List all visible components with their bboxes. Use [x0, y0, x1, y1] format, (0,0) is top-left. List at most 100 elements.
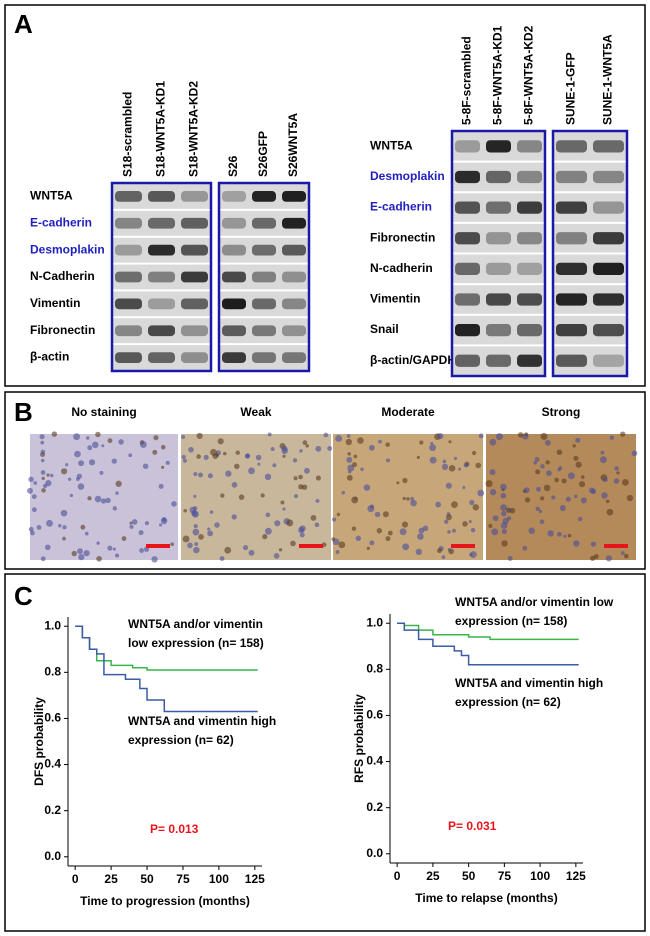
cell [89, 459, 96, 466]
blot-box [450, 129, 547, 378]
cell [478, 433, 484, 439]
cell [40, 440, 45, 445]
column-label: 5-8F-WNT5A-KD1 [491, 25, 505, 125]
cell [144, 521, 149, 526]
cell [468, 519, 472, 524]
blot-band [517, 170, 542, 184]
column-label: SUNE-1-WNT5A [601, 34, 615, 125]
cell [631, 450, 638, 457]
cell [341, 490, 346, 495]
cell [345, 438, 352, 446]
cell [234, 463, 240, 470]
cell [565, 496, 571, 502]
cell [546, 470, 552, 477]
cell [417, 533, 424, 540]
x-tick-label: 75 [176, 872, 190, 886]
row-label: N-Cadherin [30, 269, 95, 283]
cell [182, 458, 188, 463]
blot-band [181, 298, 208, 310]
cell [574, 494, 578, 499]
cell [100, 498, 107, 504]
cell [348, 470, 352, 474]
column-label: 5-8F-WNT5A-KD2 [522, 25, 536, 125]
cell [193, 524, 198, 529]
cell [623, 553, 629, 559]
cell [538, 509, 543, 514]
blot-band [222, 325, 246, 337]
cell [220, 493, 225, 498]
x-tick-label: 0 [394, 869, 401, 883]
blot-band [486, 323, 511, 337]
cell [575, 437, 581, 443]
cell [69, 493, 74, 498]
cell [543, 484, 551, 492]
cell [580, 497, 587, 504]
blot-band [252, 325, 276, 337]
cell [385, 536, 391, 542]
blot-band [115, 271, 142, 283]
cell [290, 540, 296, 547]
cell [46, 473, 50, 477]
blot-band [282, 325, 306, 337]
cell [374, 511, 381, 518]
cell [447, 530, 451, 534]
x-axis-label: Time to relapse (months) [415, 891, 557, 905]
y-tick-label: 0.8 [366, 662, 383, 676]
cell [491, 528, 499, 536]
column-label: 5-8F-scrambled [460, 36, 474, 125]
cell [33, 481, 38, 485]
row-label: Fibronectin [30, 323, 95, 337]
cell [451, 501, 458, 509]
blot-band [282, 298, 306, 310]
blot-band [517, 140, 542, 153]
blot-band [556, 262, 587, 275]
blot-band [148, 298, 175, 310]
cell [231, 482, 238, 488]
annotation: WNT5A and/or vimentin [128, 617, 263, 631]
cell [540, 432, 548, 440]
cell [84, 531, 89, 536]
cell [567, 472, 575, 480]
blot-band [486, 201, 511, 214]
cell [590, 541, 597, 547]
scale-bar [604, 544, 628, 548]
cell [387, 530, 393, 536]
cell [578, 516, 583, 522]
blot-band [181, 352, 208, 363]
blot-band [252, 191, 276, 202]
blot-band [282, 352, 306, 363]
cell [323, 432, 329, 438]
cell [293, 476, 298, 481]
annotation: low expression (n= 158) [128, 636, 264, 650]
panel-label: A [14, 9, 33, 39]
p-value: P= 0.031 [448, 819, 497, 833]
cell [544, 439, 551, 446]
blot-band [115, 244, 142, 256]
cell [469, 551, 477, 559]
cell [80, 524, 86, 530]
cell [522, 545, 528, 551]
cell [68, 477, 72, 481]
cell [368, 444, 375, 451]
cell [139, 441, 147, 448]
cell [353, 454, 358, 459]
cell [238, 494, 245, 500]
annotation: WNT5A and vimentin high [128, 714, 276, 728]
blot-band [556, 170, 587, 184]
cell [501, 528, 507, 535]
cell [489, 438, 497, 446]
cell [507, 556, 513, 561]
cell [429, 456, 437, 464]
cell [262, 534, 268, 540]
cell [78, 554, 85, 561]
cell [545, 460, 550, 465]
cell [73, 433, 81, 441]
cell [242, 544, 249, 551]
cell [448, 464, 456, 472]
image-title: Weak [240, 405, 271, 419]
blot-band [115, 325, 142, 337]
cell [192, 528, 200, 536]
cell [575, 461, 582, 468]
cell [264, 473, 272, 481]
cell [489, 489, 497, 496]
